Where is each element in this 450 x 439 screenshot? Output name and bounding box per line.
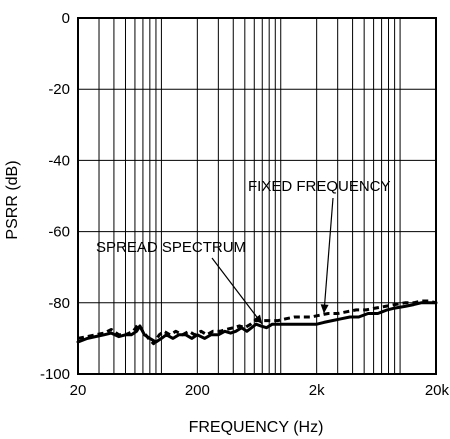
y-axis-label: PSRR (dB) <box>4 160 21 239</box>
x-tick-label: 20 <box>70 382 87 399</box>
spread-series-line <box>76 301 438 344</box>
x-tick-label: 2k <box>309 382 325 399</box>
y-tick-label: -100 <box>40 366 70 383</box>
x-tick-label: 20k <box>425 382 450 399</box>
fixed-frequency-arrowhead <box>320 304 329 314</box>
spread-spectrum-pointer <box>211 257 263 325</box>
y-tick-label: -20 <box>48 81 70 98</box>
spread-spectrum-label: SPREAD SPECTRUM <box>96 239 246 256</box>
y-tick-label: -60 <box>48 224 70 241</box>
spread-spectrum-arrowhead <box>253 314 263 325</box>
series-layer <box>76 299 438 346</box>
fixed-series-line <box>77 299 437 346</box>
y-tick-label: -40 <box>48 152 70 169</box>
fixed-frequency-pointer <box>323 197 334 314</box>
y-tick-label: -80 <box>48 295 70 312</box>
x-axis-label: FREQUENCY (Hz) <box>189 419 324 436</box>
x-tick-label: 200 <box>185 382 210 399</box>
y-tick-label: 0 <box>62 10 70 27</box>
annotations: FIXED FREQUENCY SPREAD SPECTRUM <box>96 178 391 325</box>
grid-lines <box>78 18 436 374</box>
plot-frame <box>77 17 437 375</box>
fixed-frequency-label: FIXED FREQUENCY <box>248 178 391 195</box>
